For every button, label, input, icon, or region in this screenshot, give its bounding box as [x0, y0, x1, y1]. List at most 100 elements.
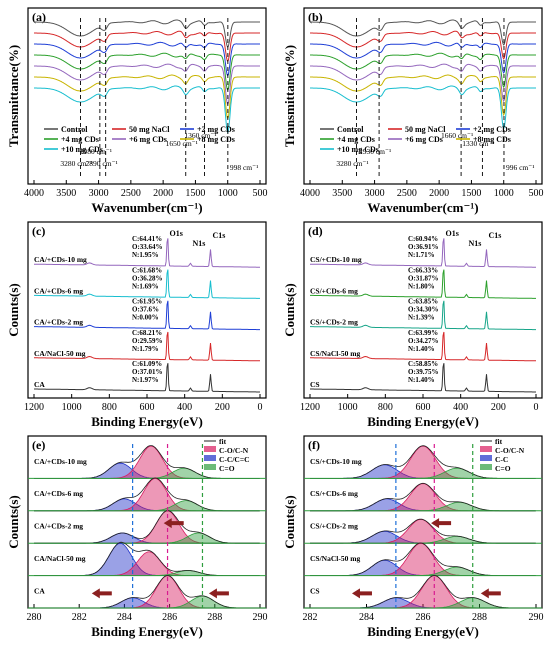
- composition-label: N:1.80%: [408, 282, 435, 290]
- x-tick-label: 200: [491, 402, 506, 413]
- x-tick-label: 3000: [365, 188, 385, 199]
- x-axis-label: Binding Energy(eV): [367, 414, 479, 429]
- x-tick-label: 800: [102, 402, 117, 413]
- composition-label: C:68.21%: [132, 329, 162, 337]
- composition-label: N:1.79%: [132, 345, 159, 353]
- legend-label: 50 mg NaCl: [405, 125, 446, 134]
- peak-label: 1330 cm⁻¹: [462, 139, 494, 148]
- x-tick-label: 500: [253, 188, 268, 199]
- legend-label: C=O: [495, 464, 511, 473]
- sample-label: CS/NaCl-50 mg: [310, 349, 360, 358]
- y-axis-label: Counts(s): [6, 283, 21, 336]
- peak-label: 1650 cm⁻¹: [166, 139, 198, 148]
- shift-arrow-icon: [208, 588, 229, 599]
- sample-label: CA/+CDs-2 mg: [34, 318, 83, 327]
- sample-label: CA/+CDs-2 mg: [34, 522, 83, 531]
- peak-label: 2930 cm⁻¹: [359, 147, 391, 156]
- composition-label: C:63.99%: [408, 329, 438, 337]
- composition-label: N:1.39%: [408, 314, 435, 322]
- composition-label: O:34.30%: [408, 306, 439, 314]
- x-tick-label: 1200: [24, 402, 44, 413]
- x-tick-label: 1000: [62, 402, 82, 413]
- peak-label: 2890 cm⁻¹: [86, 159, 118, 168]
- legend-label: +8 mg CDs: [473, 135, 511, 144]
- legend-label: +2 mg CDs: [473, 125, 511, 134]
- panel-label: (f): [308, 438, 320, 452]
- peak-label: 1360 cm⁻¹: [184, 131, 216, 140]
- series-line: [310, 41, 536, 74]
- c1s-label: C1s: [488, 231, 501, 240]
- composition-label: C:63.85%: [408, 298, 438, 306]
- x-tick-label: 284: [117, 612, 132, 623]
- series-line: [34, 238, 260, 268]
- legend-swatch: [480, 446, 492, 452]
- x-tick-label: 400: [453, 402, 468, 413]
- panel-label: (b): [308, 10, 323, 24]
- x-tick-label: 1000: [218, 188, 238, 199]
- y-axis-label: Transmittance(%): [6, 45, 21, 147]
- series-line: [310, 52, 536, 89]
- legend-label: fit: [219, 437, 227, 446]
- legend-label: Control: [337, 125, 364, 134]
- series-line: [34, 331, 260, 362]
- legend-label: +4 mg CDs: [61, 135, 99, 144]
- legend-swatch: [204, 455, 216, 461]
- legend-label: Control: [61, 125, 88, 134]
- x-tick-label: 288: [472, 612, 487, 623]
- panel-a: (a) 4000 3500 3000 2500 2000 1500 1000 500 Wavenu…: [6, 7, 268, 215]
- panel-d: (d) 1200 1000 800 600 400 200 0 Binding Energy(e…: [282, 221, 543, 429]
- x-axis-label: Wavenumber(cm⁻¹): [367, 200, 478, 215]
- series-line: [34, 30, 260, 63]
- x-tick-label: 200: [215, 402, 230, 413]
- sample-label: CA/+CDs-10 mg: [34, 255, 87, 264]
- shift-arrow-icon: [91, 588, 112, 599]
- legend-swatch: [480, 455, 492, 461]
- x-tick-label: 284: [359, 612, 374, 623]
- y-axis-label: Counts(s): [6, 495, 21, 548]
- legend-label: +4 mg CDs: [337, 135, 375, 144]
- legend-label: +6 mg CDs: [405, 135, 443, 144]
- composition-label: O:37.01%: [132, 368, 163, 376]
- x-axis-label: Binding Energy(eV): [367, 624, 479, 639]
- series-line: [34, 300, 260, 331]
- composition-label: N:1.71%: [408, 251, 435, 259]
- x-axis-label: Wavenumber(cm⁻¹): [91, 200, 202, 215]
- x-tick-label: 600: [416, 402, 431, 413]
- x-tick-label: 280: [27, 612, 42, 623]
- x-tick-label: 0: [258, 402, 263, 413]
- legend-label: +8 mg CDs: [197, 135, 235, 144]
- series-line: [310, 74, 536, 117]
- composition-label: O:37.6%: [132, 306, 159, 314]
- composition-label: N:1.40%: [408, 376, 435, 384]
- sample-label: CA/NaCl-50 mg: [34, 349, 86, 358]
- x-tick-label: 3500: [56, 188, 76, 199]
- x-tick-label: 500: [529, 188, 544, 199]
- composition-label: C:64.41%: [132, 235, 162, 243]
- composition-label: C:66.33%: [408, 266, 438, 274]
- series-line: [310, 85, 536, 130]
- x-tick-label: 282: [303, 612, 318, 623]
- x-tick-label: 0: [534, 402, 539, 413]
- legend-label: C-O/C-N: [219, 446, 249, 455]
- o1s-label: O1s: [170, 229, 183, 238]
- legend-label: 50 mg NaCl: [129, 125, 170, 134]
- peak-label: 1660 cm⁻¹: [441, 131, 473, 140]
- sample-label: CA: [34, 380, 45, 389]
- composition-label: N:1.40%: [408, 345, 435, 353]
- x-tick-label: 400: [177, 402, 192, 413]
- composition-label: N:1.95%: [132, 251, 159, 259]
- shift-arrow-icon: [163, 518, 184, 529]
- sample-label: CS/+CDs-6 mg: [310, 286, 358, 295]
- legend-label: +6 mg CDs: [129, 135, 167, 144]
- series-line: [310, 363, 536, 393]
- legend-label: +10 mg CDs: [337, 145, 379, 154]
- x-tick-label: 1200: [300, 402, 320, 413]
- y-axis-label: Counts(s): [282, 283, 297, 336]
- x-tick-label: 286: [162, 612, 177, 623]
- legend-label: fit: [495, 437, 503, 446]
- composition-label: N:0.00%: [132, 314, 159, 322]
- sample-label: CA/+CDs-10 mg: [34, 457, 87, 466]
- sample-label: CS/+CDs-10 mg: [310, 255, 362, 264]
- legend-swatch: [480, 464, 492, 470]
